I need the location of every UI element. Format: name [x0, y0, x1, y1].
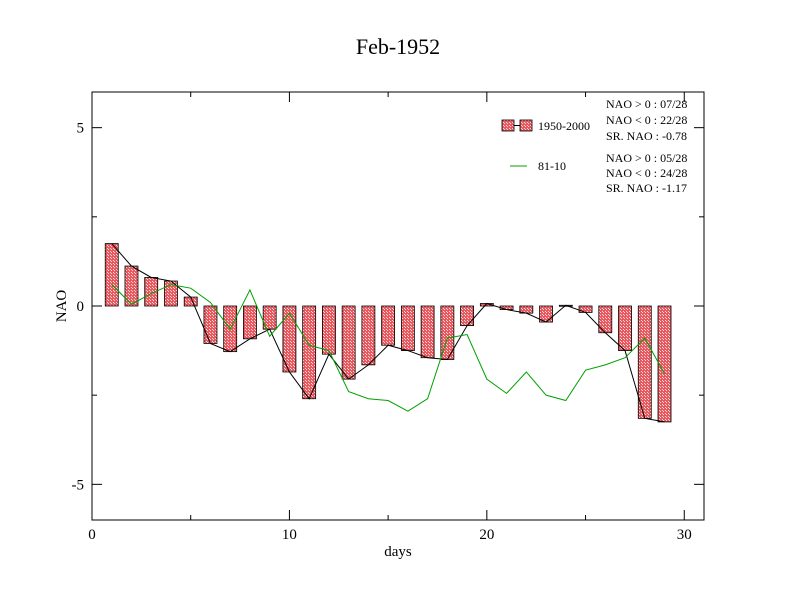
- legend-stat: NAO > 0 : 05/28: [606, 151, 687, 165]
- series-line-81-10: [111, 284, 665, 412]
- bar: [243, 305, 257, 340]
- bar: [460, 305, 474, 327]
- y-axis-label: NAO: [54, 290, 70, 323]
- bar: [381, 305, 396, 346]
- legend-label-1950-2000: 1950-2000: [538, 119, 590, 133]
- line-series: [111, 243, 665, 423]
- bar: [618, 305, 632, 351]
- bar: [400, 305, 415, 351]
- bar-series-1950-2000: [104, 243, 672, 423]
- x-tick-label: 30: [677, 527, 692, 543]
- x-tick-label: 0: [88, 527, 96, 543]
- x-tick-label: 10: [282, 527, 297, 543]
- bar: [322, 305, 336, 355]
- bar: [341, 305, 356, 380]
- bar: [183, 296, 198, 307]
- bar: [361, 305, 376, 366]
- legend-label-81-10: 81-10: [538, 159, 566, 173]
- bar: [104, 243, 119, 307]
- bar: [302, 305, 317, 400]
- bar: [420, 305, 435, 359]
- bar: [578, 305, 593, 313]
- legend: 1950-2000 NAO > 0 : 07/28 NAO < 0 : 22/2…: [501, 97, 687, 195]
- y-tick-label: -5: [72, 477, 85, 493]
- legend-stat: NAO < 0 : 24/28: [606, 166, 687, 180]
- legend-bar-swatch: [501, 119, 515, 132]
- series-line-1950-2000: [111, 243, 665, 423]
- y-tick-label: 0: [77, 299, 85, 315]
- chart-title: Feb-1952: [356, 34, 440, 59]
- x-tick-label: 20: [479, 527, 494, 543]
- x-axis-label: days: [384, 544, 412, 560]
- bar: [657, 305, 672, 423]
- legend-stat: NAO > 0 : 07/28: [606, 97, 687, 111]
- legend-bar-swatch: [519, 119, 533, 132]
- legend-stat: SR. NAO : -1.17: [606, 181, 687, 195]
- axis-ticks: 0 10 20 30 -5 0 5: [72, 92, 704, 543]
- legend-stat: SR. NAO : -0.78: [606, 129, 687, 143]
- y-tick-label: 5: [77, 121, 85, 137]
- legend-stat: NAO < 0 : 22/28: [606, 113, 687, 127]
- bar: [203, 305, 218, 344]
